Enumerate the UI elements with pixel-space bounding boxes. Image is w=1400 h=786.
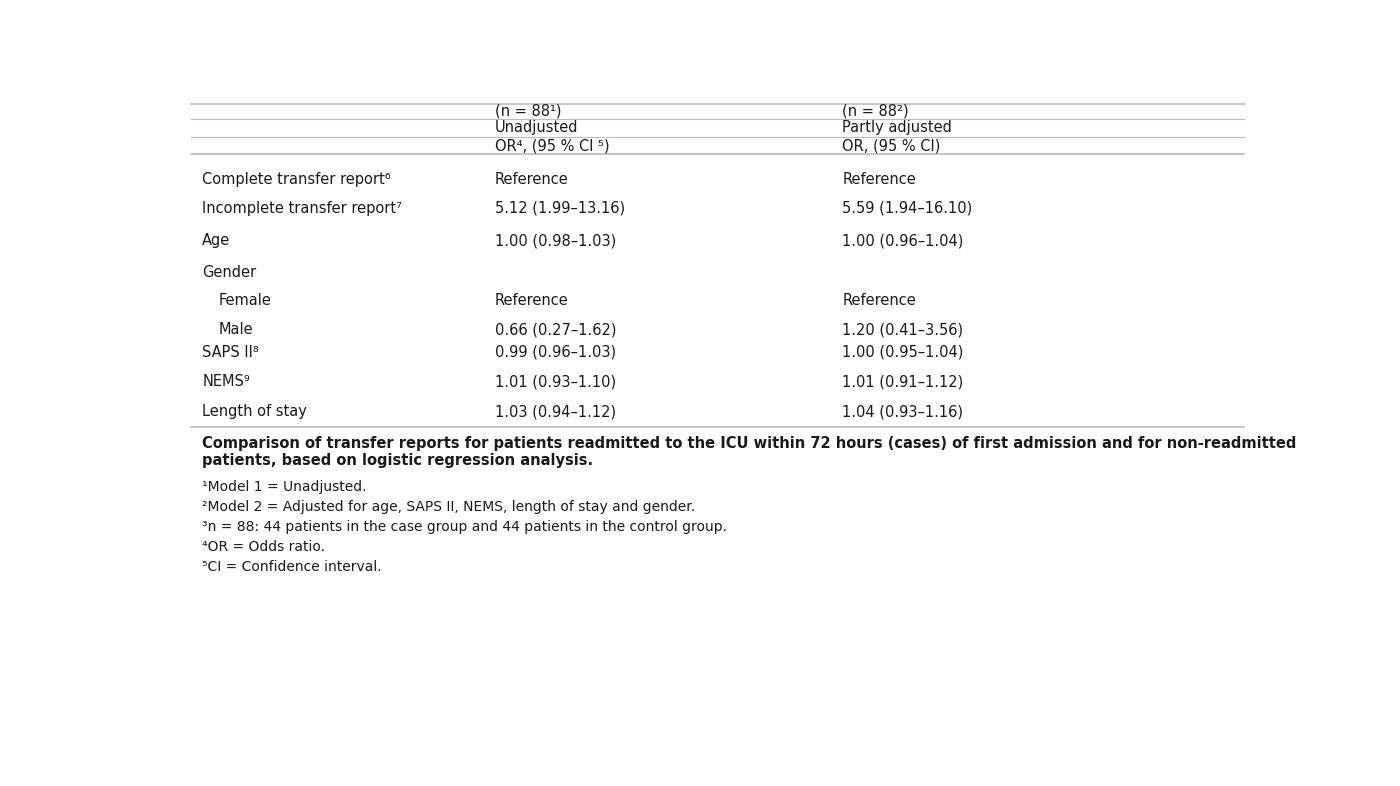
- Text: Age: Age: [202, 233, 231, 248]
- Text: 1.00 (0.95–1.04): 1.00 (0.95–1.04): [843, 345, 963, 360]
- Text: 1.04 (0.93–1.16): 1.04 (0.93–1.16): [843, 404, 963, 419]
- Text: ¹Model 1 = Unadjusted.: ¹Model 1 = Unadjusted.: [202, 480, 367, 494]
- Text: Incomplete transfer report⁷: Incomplete transfer report⁷: [202, 200, 402, 216]
- Text: Reference: Reference: [843, 171, 916, 186]
- Text: ²Model 2 = Adjusted for age, SAPS II, NEMS, length of stay and gender.: ²Model 2 = Adjusted for age, SAPS II, NE…: [202, 500, 696, 514]
- Text: OR, (95 % CI): OR, (95 % CI): [843, 138, 941, 153]
- Text: (n = 88¹): (n = 88¹): [496, 104, 561, 119]
- Text: SAPS II⁸: SAPS II⁸: [202, 345, 259, 360]
- Text: 1.01 (0.91–1.12): 1.01 (0.91–1.12): [843, 374, 963, 389]
- Text: 5.12 (1.99–13.16): 5.12 (1.99–13.16): [496, 200, 626, 216]
- Text: (n = 88²): (n = 88²): [843, 104, 909, 119]
- Text: Complete transfer report⁶: Complete transfer report⁶: [202, 171, 391, 186]
- Text: ⁴OR = Odds ratio.: ⁴OR = Odds ratio.: [202, 540, 325, 554]
- Text: NEMS⁹: NEMS⁹: [202, 374, 249, 389]
- Text: Unadjusted: Unadjusted: [496, 120, 578, 135]
- Text: Reference: Reference: [496, 293, 568, 308]
- Text: Reference: Reference: [496, 171, 568, 186]
- Text: Partly adjusted: Partly adjusted: [843, 120, 952, 135]
- Text: Female: Female: [218, 293, 272, 308]
- Text: patients, based on logistic regression analysis.: patients, based on logistic regression a…: [202, 453, 594, 468]
- Text: ³n = 88: 44 patients in the case group and 44 patients in the control group.: ³n = 88: 44 patients in the case group a…: [202, 520, 727, 534]
- Text: Male: Male: [218, 322, 253, 337]
- Text: 0.99 (0.96–1.03): 0.99 (0.96–1.03): [496, 345, 616, 360]
- Text: Gender: Gender: [202, 266, 256, 281]
- Text: 1.00 (0.96–1.04): 1.00 (0.96–1.04): [843, 233, 963, 248]
- Text: 1.00 (0.98–1.03): 1.00 (0.98–1.03): [496, 233, 616, 248]
- Text: 1.20 (0.41–3.56): 1.20 (0.41–3.56): [843, 322, 963, 337]
- Text: 1.01 (0.93–1.10): 1.01 (0.93–1.10): [496, 374, 616, 389]
- Text: Reference: Reference: [843, 293, 916, 308]
- Text: ⁵CI = Confidence interval.: ⁵CI = Confidence interval.: [202, 560, 382, 574]
- Text: Comparison of transfer reports for patients readmitted to the ICU within 72 hour: Comparison of transfer reports for patie…: [202, 435, 1296, 450]
- Text: 5.59 (1.94–16.10): 5.59 (1.94–16.10): [843, 200, 973, 216]
- Text: Length of stay: Length of stay: [202, 404, 307, 419]
- Text: OR⁴, (95 % CI ⁵): OR⁴, (95 % CI ⁵): [496, 138, 610, 153]
- Text: 1.03 (0.94–1.12): 1.03 (0.94–1.12): [496, 404, 616, 419]
- Text: 0.66 (0.27–1.62): 0.66 (0.27–1.62): [496, 322, 616, 337]
